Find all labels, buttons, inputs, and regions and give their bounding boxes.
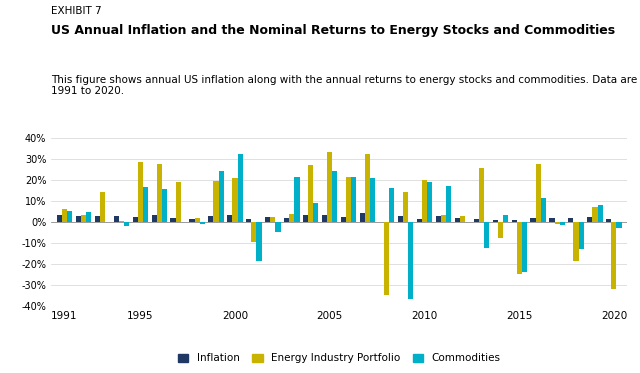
Bar	[503, 214, 508, 222]
Bar	[303, 215, 308, 222]
Bar	[370, 178, 375, 222]
Bar	[57, 216, 62, 222]
Bar	[365, 154, 370, 222]
Text: This figure shows annual US inflation along with the annual returns to energy st: This figure shows annual US inflation al…	[51, 75, 640, 96]
Bar	[568, 218, 573, 222]
Bar	[86, 213, 91, 222]
Bar	[593, 207, 598, 222]
Bar	[143, 187, 148, 222]
Bar	[403, 191, 408, 222]
Bar	[270, 217, 275, 222]
Bar	[138, 162, 143, 222]
Bar	[346, 177, 351, 222]
Bar	[265, 217, 270, 222]
Bar	[252, 222, 257, 242]
Bar	[294, 177, 300, 222]
Bar	[246, 219, 252, 222]
Bar	[95, 216, 100, 222]
Bar	[522, 222, 527, 272]
Bar	[616, 222, 621, 228]
Bar	[360, 213, 365, 222]
Bar	[606, 219, 611, 222]
Bar	[427, 182, 432, 222]
Bar	[170, 218, 175, 222]
Bar	[579, 222, 584, 249]
Bar	[511, 220, 516, 222]
Bar	[237, 154, 243, 222]
Bar	[422, 180, 427, 222]
Bar	[341, 217, 346, 222]
Bar	[114, 216, 119, 222]
Bar	[232, 178, 237, 222]
Bar	[516, 222, 522, 275]
Bar	[152, 215, 157, 222]
Bar	[541, 198, 546, 222]
Bar	[81, 214, 86, 222]
Bar	[227, 215, 232, 222]
Bar	[67, 211, 72, 222]
Bar	[284, 218, 289, 222]
Bar	[132, 217, 138, 222]
Bar	[460, 216, 465, 222]
Bar	[209, 216, 214, 222]
Bar	[257, 222, 262, 261]
Bar	[474, 219, 479, 222]
Bar	[479, 169, 484, 222]
Bar	[484, 222, 489, 248]
Bar	[157, 164, 162, 222]
Bar	[289, 213, 294, 222]
Bar	[498, 222, 503, 238]
Bar	[162, 189, 167, 222]
Bar	[598, 205, 603, 222]
Bar	[436, 216, 441, 222]
Bar	[314, 203, 319, 222]
Bar	[417, 219, 422, 222]
Bar	[441, 214, 446, 222]
Bar	[76, 216, 81, 222]
Bar	[327, 152, 332, 222]
Bar	[408, 222, 413, 298]
Bar	[275, 222, 280, 232]
Bar	[389, 188, 394, 222]
Bar	[573, 222, 579, 261]
Bar	[549, 217, 554, 222]
Bar	[454, 218, 460, 222]
Text: US Annual Inflation and the Nominal Returns to Energy Stocks and Commodities: US Annual Inflation and the Nominal Retu…	[51, 24, 615, 37]
Bar	[531, 217, 536, 222]
Bar	[119, 221, 124, 222]
Bar	[189, 219, 195, 222]
Bar	[536, 164, 541, 222]
Bar	[200, 222, 205, 224]
Bar	[308, 165, 314, 222]
Bar	[124, 222, 129, 226]
Bar	[322, 215, 327, 222]
Bar	[446, 186, 451, 222]
Bar	[332, 170, 337, 222]
Bar	[554, 222, 559, 224]
Bar	[62, 209, 67, 222]
Bar	[195, 218, 200, 222]
Bar	[493, 220, 498, 222]
Bar	[219, 170, 224, 222]
Bar	[398, 216, 403, 222]
Bar	[559, 222, 564, 225]
Bar	[588, 217, 593, 222]
Bar	[611, 222, 616, 289]
Bar	[351, 177, 356, 222]
Bar	[384, 222, 389, 295]
Text: EXHIBIT 7: EXHIBIT 7	[51, 6, 102, 16]
Legend: Inflation, Energy Industry Portfolio, Commodities: Inflation, Energy Industry Portfolio, Co…	[173, 348, 506, 369]
Bar	[175, 182, 180, 222]
Bar	[100, 191, 105, 222]
Bar	[214, 181, 219, 222]
